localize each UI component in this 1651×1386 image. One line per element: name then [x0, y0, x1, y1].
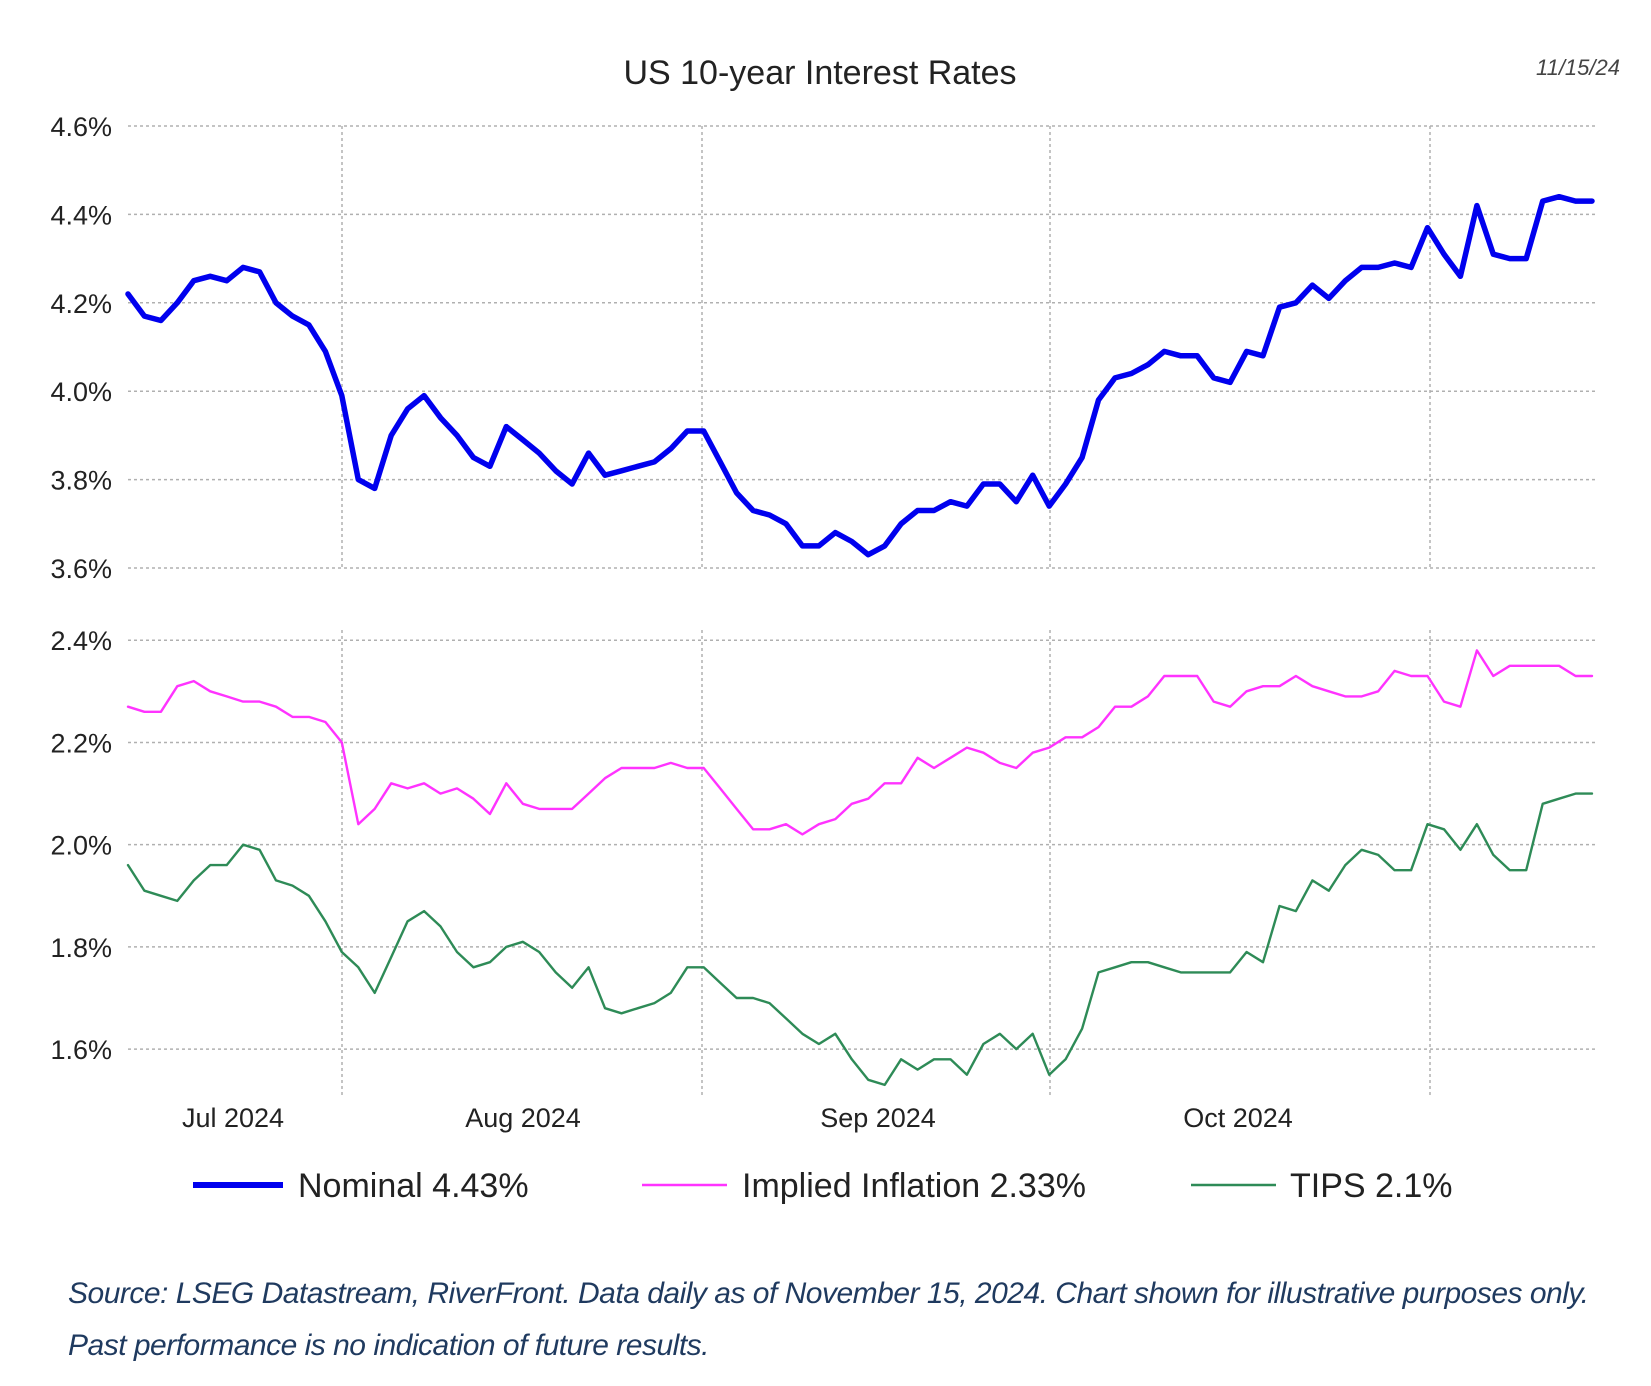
y-tick-label: 4.4% — [50, 200, 112, 230]
y-tick-label: 2.0% — [50, 831, 112, 861]
series-lines — [125, 193, 1595, 1087]
chart-title: US 10-year Interest Rates — [623, 54, 1016, 92]
y-tick-label: 4.2% — [50, 289, 112, 319]
series-line-nominal — [125, 193, 1595, 558]
legend-item-tips: TIPS 2.1% — [1191, 1167, 1453, 1205]
x-tick-label: Sep 2024 — [820, 1103, 936, 1133]
x-tick-label: Jul 2024 — [182, 1103, 284, 1133]
legend: Nominal 4.43% Implied Inflation 2.33% TIPS… — [193, 1167, 1453, 1205]
legend-label: Nominal 4.43% — [298, 1167, 529, 1205]
y-tick-label: 2.2% — [50, 728, 112, 758]
y-tick-label: 3.6% — [50, 554, 112, 584]
series-line-tips — [126, 792, 1594, 1087]
chart-date: 11/15/24 — [1536, 55, 1620, 80]
y-tick-label: 3.8% — [50, 466, 112, 496]
source-note: Source: LSEG Datastream, RiverFront. Dat… — [68, 1277, 1589, 1362]
y-tick-label: 1.8% — [50, 933, 112, 963]
x-tick-label: Aug 2024 — [465, 1103, 581, 1133]
y-tick-label: 4.6% — [50, 112, 112, 142]
y-tick-label: 4.0% — [50, 377, 112, 407]
legend-label: Implied Inflation 2.33% — [742, 1167, 1086, 1205]
chart: US 10-year Interest Rates 11/15/24 4.6%4… — [50, 54, 1620, 1205]
y-axis-ticks: 4.6% 4.4% 4.2% 4.0% 3.8% 3.6% 2.4% 2.2% 2.0% 1.8%… — [50, 112, 112, 1065]
legend-label: TIPS 2.1% — [1290, 1167, 1453, 1205]
x-tick-label: Oct 2024 — [1183, 1103, 1293, 1133]
grid — [128, 125, 1598, 1095]
y-tick-label: 2.4% — [50, 626, 112, 656]
y-tick-label: 1.6% — [50, 1035, 112, 1065]
legend-item-nominal: Nominal 4.43% — [193, 1167, 529, 1205]
legend-item-implied-inflation: Implied Inflation 2.33% — [642, 1167, 1086, 1205]
x-axis-ticks: Jul 2024 Aug 2024 Sep 2024 Oct 2024 — [182, 1103, 1293, 1133]
series-line-implied-inflation — [126, 649, 1594, 836]
